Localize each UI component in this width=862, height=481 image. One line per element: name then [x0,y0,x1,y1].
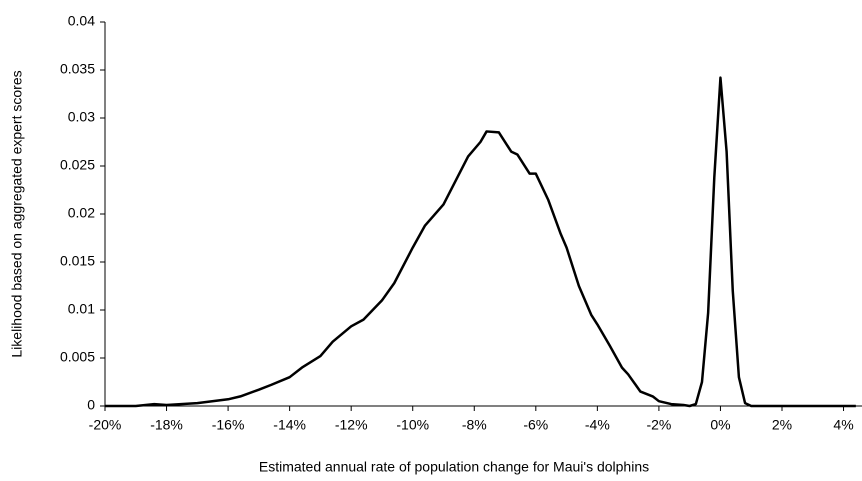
x-tick-label: -2% [646,417,671,433]
y-tick-label: 0 [87,397,95,413]
x-tick-label: -20% [89,417,122,433]
y-tick-label: 0.01 [68,301,95,317]
x-tick-label: -4% [585,417,610,433]
x-tick-label: -12% [335,417,368,433]
x-tick-label: 0% [710,417,730,433]
x-tick-label: 4% [833,417,853,433]
x-tick-label: 2% [772,417,792,433]
y-tick-label: 0.03 [68,109,95,125]
x-tick-label: -18% [150,417,183,433]
line [105,76,856,408]
y-tick-label: 0.04 [68,13,95,29]
y-tick-label: 0.025 [60,157,95,173]
x-tick-label: -10% [396,417,429,433]
y-tick-label: 0.015 [60,253,95,269]
y-tick-label: 0.005 [60,349,95,365]
x-tick-label: -8% [462,417,487,433]
x-tick-label: -14% [273,417,306,433]
y-axis-title: Likelihood based on aggregated expert sc… [9,70,25,357]
y-tick-label: 0.02 [68,205,95,221]
x-tick-label: -16% [212,417,245,433]
y-tick-label: 0.035 [60,61,95,77]
x-axis-title: Estimated annual rate of population chan… [259,459,649,475]
x-tick-label: -6% [523,417,548,433]
